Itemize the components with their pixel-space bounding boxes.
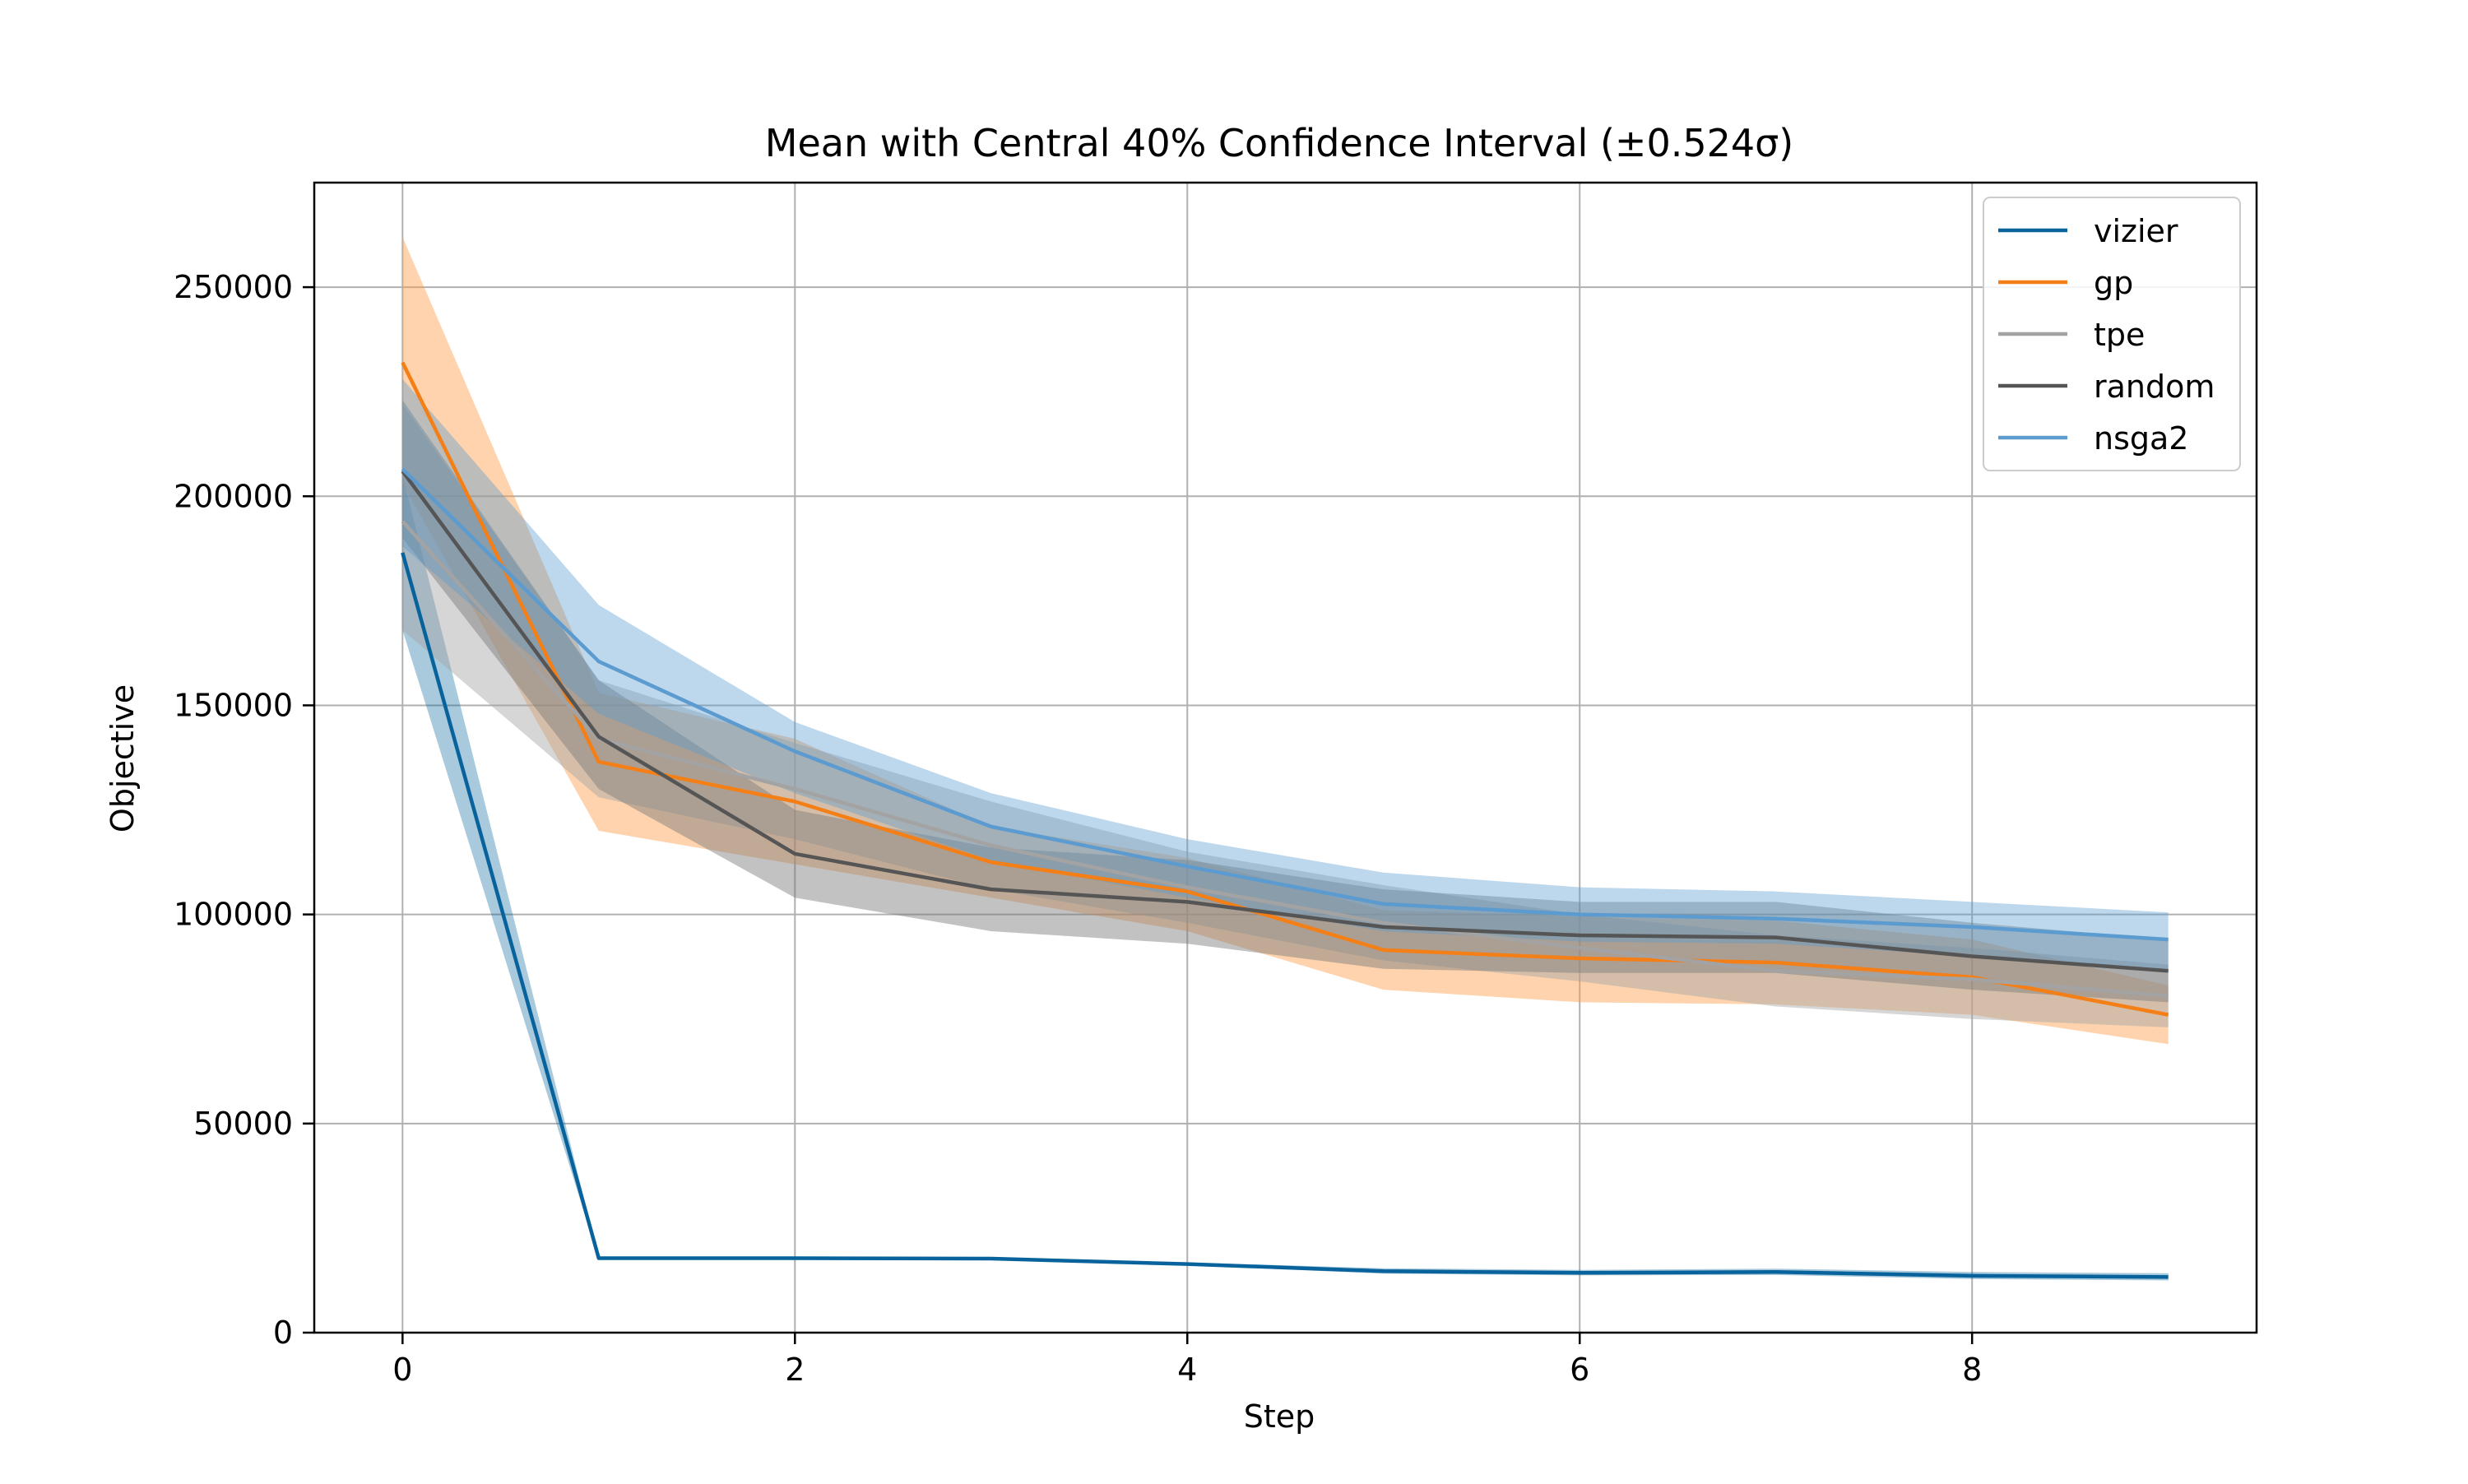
line-vizier (401, 552, 2169, 1279)
band-gp (402, 237, 2169, 1045)
y-tick-label: 150000 (174, 687, 293, 723)
legend-label-vizier: vizier (2094, 213, 2178, 249)
x-tick-label: 0 (392, 1352, 412, 1388)
y-tick-label: 250000 (174, 269, 293, 305)
legend-label-gp: gp (2094, 265, 2133, 301)
line-gp (401, 361, 2169, 1017)
y-tick-label: 0 (273, 1315, 293, 1351)
line-random (401, 470, 2169, 973)
band-nsga2 (402, 378, 2169, 969)
band-random (402, 400, 2169, 1003)
legend-label-tpe: tpe (2094, 317, 2145, 353)
band-tpe (402, 404, 2169, 1027)
series-lines (401, 361, 2169, 1279)
y-tick-label: 50000 (193, 1106, 293, 1142)
legend-label-nsga2: nsga2 (2094, 420, 2188, 457)
x-tick-label: 8 (1962, 1352, 1982, 1388)
legend-box (1983, 197, 2241, 471)
plot-frame (313, 181, 2258, 1334)
axis-ticks: 0 2 4 6 8 0 50000 100000 150000 200000 250000 (174, 269, 1982, 1388)
x-tick-label: 6 (1570, 1352, 1589, 1388)
chart-title: Mean with Central 40% Confidence Interva… (765, 121, 1793, 165)
y-axis-label: Objective (104, 684, 141, 832)
y-tick-label: 100000 (174, 897, 293, 933)
y-tick-label: 200000 (174, 478, 293, 514)
x-axis-label: Step (1244, 1398, 1315, 1435)
grid (314, 183, 2257, 1333)
line-nsga2 (401, 467, 2169, 942)
x-tick-label: 4 (1177, 1352, 1197, 1388)
confidence-bands (402, 237, 2169, 1281)
line-tpe (401, 520, 2169, 999)
legend: vizier gp tpe random nsga2 (1983, 197, 2241, 471)
legend-label-random: random (2094, 369, 2215, 405)
x-tick-label: 2 (785, 1352, 805, 1388)
